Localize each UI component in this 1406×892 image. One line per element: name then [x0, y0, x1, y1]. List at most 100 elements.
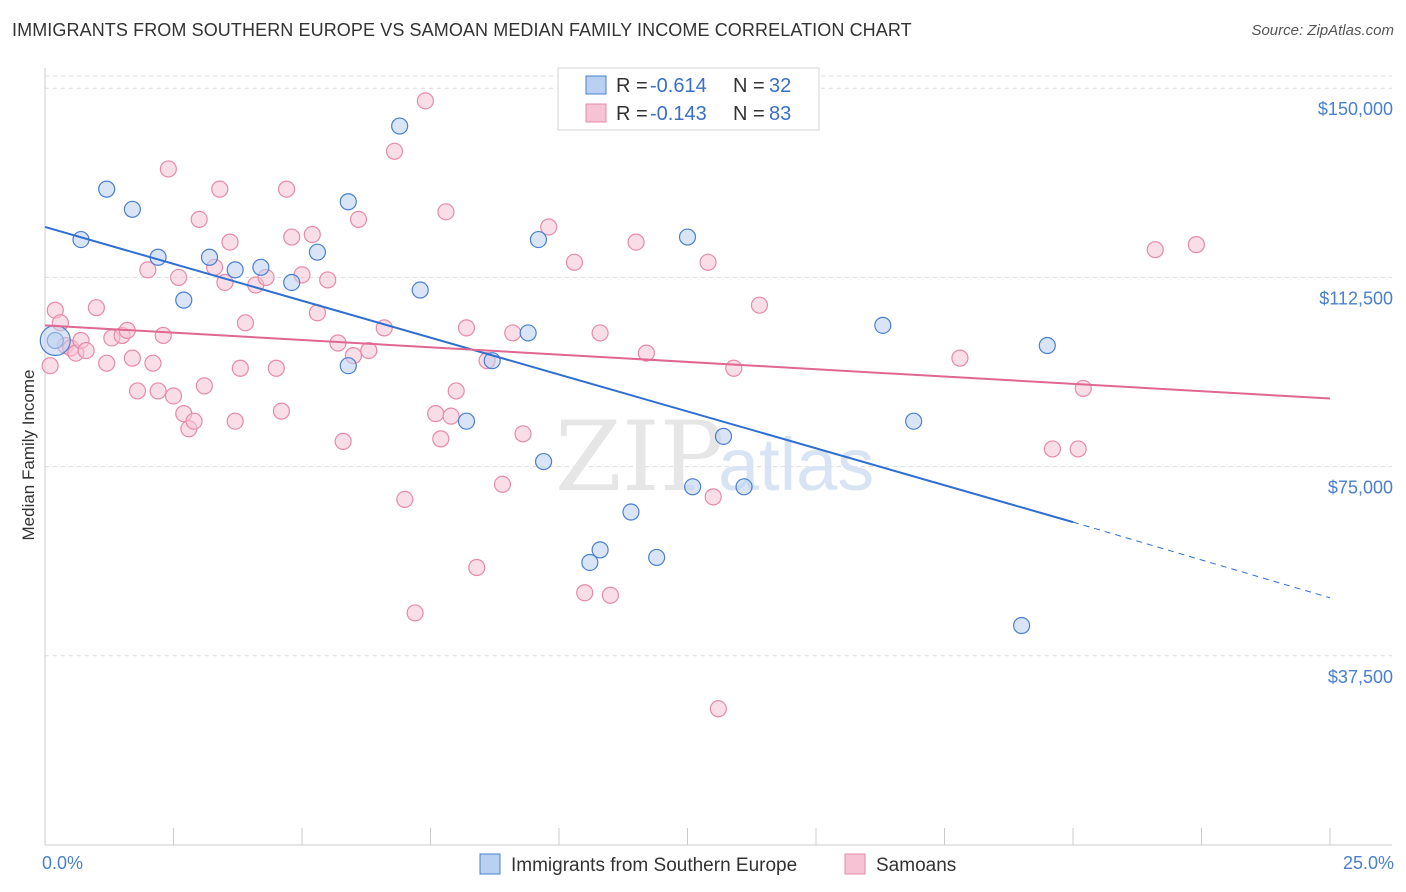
data-point [154, 326, 172, 345]
data-point [283, 273, 301, 292]
data-point [406, 604, 424, 622]
legend-n-label-pink: N = [733, 103, 765, 125]
trend-line-immigrants-extension [1072, 521, 1331, 599]
legend-n-label-blue: N = [733, 75, 765, 97]
points-immigrants [39, 117, 1056, 635]
data-point [648, 548, 666, 567]
data-point [236, 314, 255, 332]
data-point [396, 490, 414, 509]
data-point [534, 452, 553, 471]
legend-n-value-pink: 83 [769, 103, 791, 125]
data-point [529, 230, 548, 249]
data-point [226, 412, 244, 430]
data-point [442, 407, 460, 425]
data-point [581, 553, 599, 572]
data-point [1043, 440, 1062, 458]
data-point [128, 382, 147, 400]
data-point [704, 488, 722, 506]
data-point [385, 142, 404, 160]
data-point [457, 412, 476, 430]
data-point-cluster [39, 324, 71, 357]
data-point [283, 228, 301, 246]
data-point [540, 218, 558, 236]
legend-swatch-pink [585, 103, 607, 123]
data-point [98, 180, 116, 198]
legend-r-label-blue: R = [616, 75, 648, 97]
data-point [211, 180, 229, 198]
data-point [684, 478, 702, 496]
data-point [447, 382, 465, 400]
data-point [1038, 336, 1056, 355]
data-point [87, 299, 106, 317]
data-point [41, 357, 59, 375]
data-point [190, 210, 208, 228]
data-point [601, 586, 620, 604]
data-point [200, 248, 219, 266]
data-point [319, 271, 337, 289]
data-point [144, 354, 162, 372]
watermark-zip: ZIP [555, 401, 724, 513]
data-point [149, 382, 167, 400]
data-point [951, 349, 969, 367]
data-point [272, 402, 291, 420]
bottom-legend: Immigrants from Southern Europe Samoans [479, 853, 956, 876]
data-point [457, 319, 476, 337]
data-point [1146, 241, 1164, 259]
trend-line-samoans [44, 324, 1331, 400]
data-point [349, 210, 368, 228]
y-axis-label: Median Family Income [19, 369, 38, 540]
data-point [277, 180, 296, 198]
data-point [411, 281, 429, 299]
y-tick-labels: $37,500 $75,000 $112,500 $150,000 [1318, 99, 1393, 687]
data-point [231, 359, 249, 377]
data-point [175, 291, 193, 309]
legend-r-value-blue: -0.614 [650, 75, 707, 97]
legend: R = -0.614 N = 32 R = -0.143 N = 83 [557, 67, 820, 131]
data-point [77, 341, 95, 360]
data-point [226, 261, 244, 279]
data-point [123, 200, 141, 218]
bottom-legend-swatch-pink [844, 853, 866, 875]
bottom-legend-label-pink: Samoans [876, 855, 956, 876]
axis-layer [44, 68, 1392, 846]
data-point [139, 261, 157, 279]
data-point [504, 324, 522, 342]
data-point [709, 700, 727, 718]
data-point [1187, 236, 1205, 254]
data-point [164, 387, 183, 405]
y-tick-label: $37,500 [1328, 667, 1393, 687]
legend-n-value-blue: 32 [769, 75, 791, 97]
data-point [735, 478, 753, 496]
data-point [185, 412, 203, 430]
data-point [1012, 616, 1031, 635]
data-point [437, 203, 455, 221]
data-point [725, 359, 743, 377]
data-point [565, 253, 584, 271]
legend-r-value-pink: -0.143 [650, 103, 707, 125]
data-point [622, 503, 640, 521]
x-tick-label-max: 25.0% [1343, 853, 1394, 873]
data-point [432, 430, 450, 448]
data-point [699, 253, 717, 271]
data-point [591, 541, 609, 559]
data-point [221, 233, 239, 251]
data-point [1069, 440, 1087, 458]
bottom-legend-label-blue: Immigrants from Southern Europe [511, 855, 797, 876]
data-point [519, 324, 537, 342]
y-tick-label: $75,000 [1328, 478, 1393, 498]
trend-layer [44, 226, 1331, 599]
data-point [576, 584, 594, 602]
data-point [514, 425, 532, 443]
bottom-legend-swatch-blue [479, 853, 501, 875]
legend-r-label-pink: R = [616, 103, 648, 125]
legend-swatch-blue [585, 75, 607, 95]
data-point [905, 412, 923, 430]
x-tick-label-min: 0.0% [42, 853, 83, 873]
data-point [267, 359, 285, 377]
data-point [750, 296, 769, 314]
y-tick-label: $112,500 [1319, 288, 1393, 308]
data-point [416, 92, 434, 110]
data-point [627, 233, 645, 251]
data-point [714, 427, 733, 445]
data-point [98, 354, 116, 372]
